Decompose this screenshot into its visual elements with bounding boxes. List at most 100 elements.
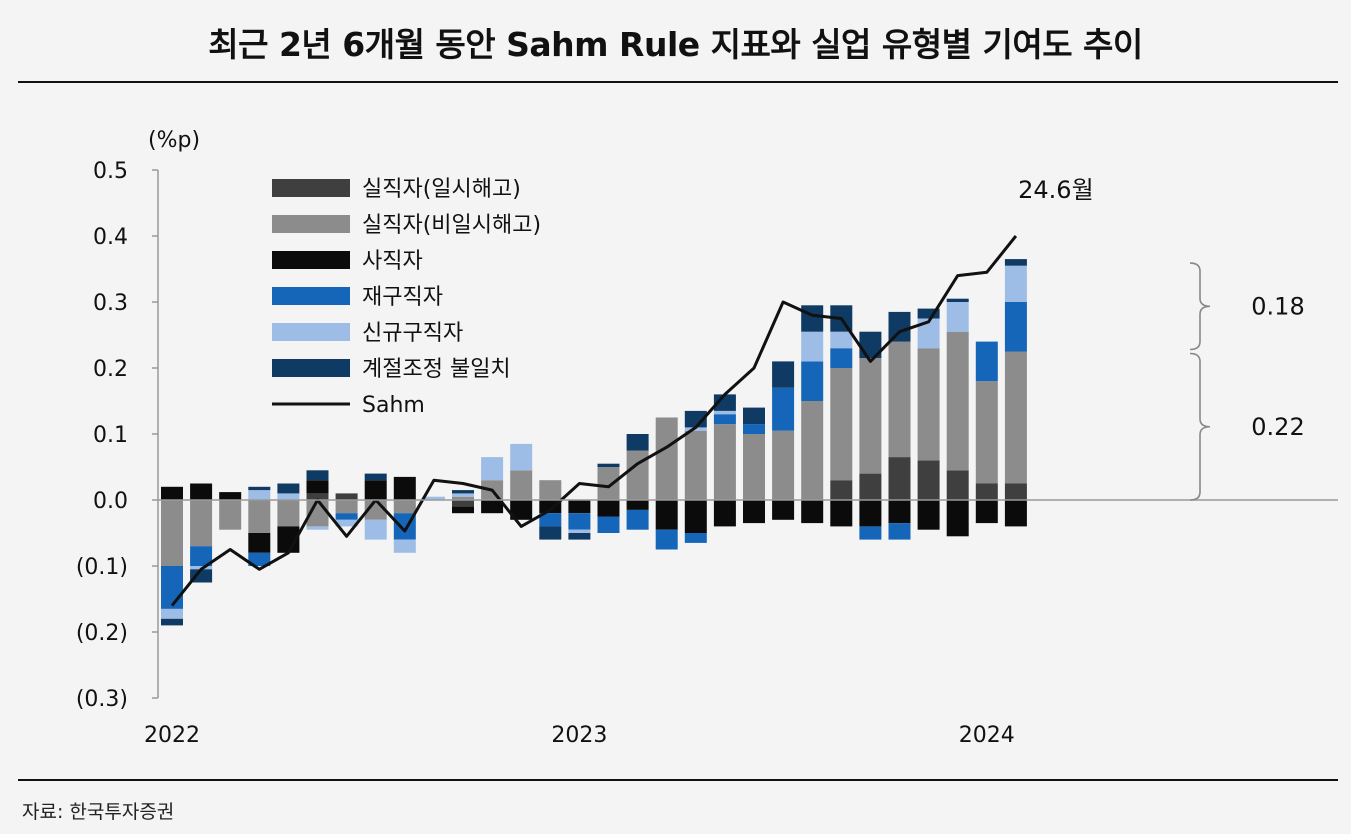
bar-segment xyxy=(626,500,649,510)
bar-segment xyxy=(510,470,533,500)
bar-segment xyxy=(888,457,911,500)
bar-segment xyxy=(975,483,998,500)
bar-segment xyxy=(452,496,474,500)
bar-segment xyxy=(219,492,242,500)
legend-swatch xyxy=(272,287,350,305)
bar-segment xyxy=(161,486,183,500)
bar-segment xyxy=(830,348,853,368)
x-tick-label: 2022 xyxy=(144,723,200,748)
bar-segment xyxy=(801,331,824,362)
bracket-lower xyxy=(1189,352,1211,501)
bracket-lower-label: 0.22 xyxy=(1251,413,1304,441)
bar-segment xyxy=(888,341,911,458)
bar-segment xyxy=(743,434,765,500)
bar-segment xyxy=(801,500,824,524)
bar-segment xyxy=(248,500,271,533)
bar-segment xyxy=(568,500,591,514)
bar-segment xyxy=(364,473,387,481)
legend-label: 사직자 xyxy=(362,249,423,274)
bar-segment xyxy=(1004,265,1027,302)
bar-segment xyxy=(364,480,387,500)
y-tick-label: (0.1) xyxy=(76,555,128,580)
x-tick-label: 2023 xyxy=(551,723,607,748)
bar-segment xyxy=(830,331,853,349)
y-tick-label: 0.5 xyxy=(93,159,128,184)
legend-swatch xyxy=(272,215,350,233)
legend-swatch xyxy=(272,359,350,377)
bar-segment xyxy=(975,500,998,524)
bar-segment xyxy=(481,500,504,514)
sahm-line xyxy=(170,235,1018,607)
bar-segment xyxy=(626,509,649,530)
bar-segment xyxy=(1004,302,1027,352)
bar-segment xyxy=(452,493,474,497)
bar-segment xyxy=(713,410,736,415)
bar-segment xyxy=(859,358,882,474)
bar-segment xyxy=(335,493,358,500)
bar-segment xyxy=(1004,500,1027,527)
legend-label: 실직자(비일시해고) xyxy=(362,213,541,238)
bar-segment xyxy=(975,341,998,382)
bar-segment xyxy=(306,526,329,530)
legend-swatch xyxy=(272,251,350,269)
bar-segment xyxy=(713,414,736,425)
bar-segment xyxy=(772,361,795,388)
y-tick-label: (0.2) xyxy=(76,621,128,646)
bar-segment xyxy=(917,318,940,349)
bar-segment xyxy=(946,302,969,332)
bar-segment xyxy=(335,513,358,520)
bar-segment xyxy=(597,467,620,500)
bar-segment xyxy=(684,533,707,543)
bar-segment xyxy=(248,486,271,491)
y-tick-label: 0.4 xyxy=(93,225,128,250)
bar-segment xyxy=(306,493,329,500)
bar-segment xyxy=(859,473,882,500)
bar-segment xyxy=(422,496,445,500)
legend-label: 신규구직자 xyxy=(362,321,463,346)
bar-segment xyxy=(568,529,591,533)
bar-segment xyxy=(801,305,824,332)
bar-segment xyxy=(917,348,940,461)
bar-segment xyxy=(917,460,940,500)
bar-segment xyxy=(568,533,591,540)
y-tick-label: (0.3) xyxy=(76,687,128,712)
bar-segment xyxy=(888,500,911,524)
bar-segment xyxy=(626,450,649,500)
bar-segment xyxy=(539,513,562,527)
bar-segment xyxy=(946,470,969,500)
bar-segment xyxy=(306,480,329,494)
bar-segment xyxy=(655,417,678,500)
bar-segment xyxy=(888,311,911,342)
legend-label: Sahm xyxy=(362,393,425,418)
bar-segment xyxy=(190,500,213,547)
bar-segment xyxy=(830,480,853,500)
bar-segment xyxy=(772,430,795,500)
bracket-upper xyxy=(1189,262,1211,351)
bar-segment xyxy=(772,387,795,431)
bar-segment xyxy=(917,500,940,530)
bar-segment xyxy=(946,500,969,537)
bar-segment xyxy=(917,308,940,319)
bar-segment xyxy=(161,566,183,609)
bar-segment xyxy=(248,552,271,566)
bar-segment xyxy=(393,476,416,500)
bar-segment xyxy=(684,500,707,533)
bar-segment xyxy=(830,368,853,481)
bar-segment xyxy=(1004,259,1027,266)
bar-segment xyxy=(190,483,213,500)
bar-segment xyxy=(655,500,678,530)
legend-label: 계절조정 불일치 xyxy=(362,357,511,382)
bar-segment xyxy=(510,443,533,471)
bar-segment xyxy=(539,480,562,500)
bar-segment xyxy=(452,490,474,494)
bar-segment xyxy=(248,533,271,553)
bar-segment xyxy=(801,401,824,500)
bar-segment xyxy=(713,500,736,527)
x-tick-label: 2024 xyxy=(959,723,1015,748)
bar-segment xyxy=(713,424,736,500)
bar-segment xyxy=(248,490,271,500)
bar-segment xyxy=(190,569,213,583)
legend-swatch xyxy=(272,179,350,197)
bar-segment xyxy=(277,500,300,527)
